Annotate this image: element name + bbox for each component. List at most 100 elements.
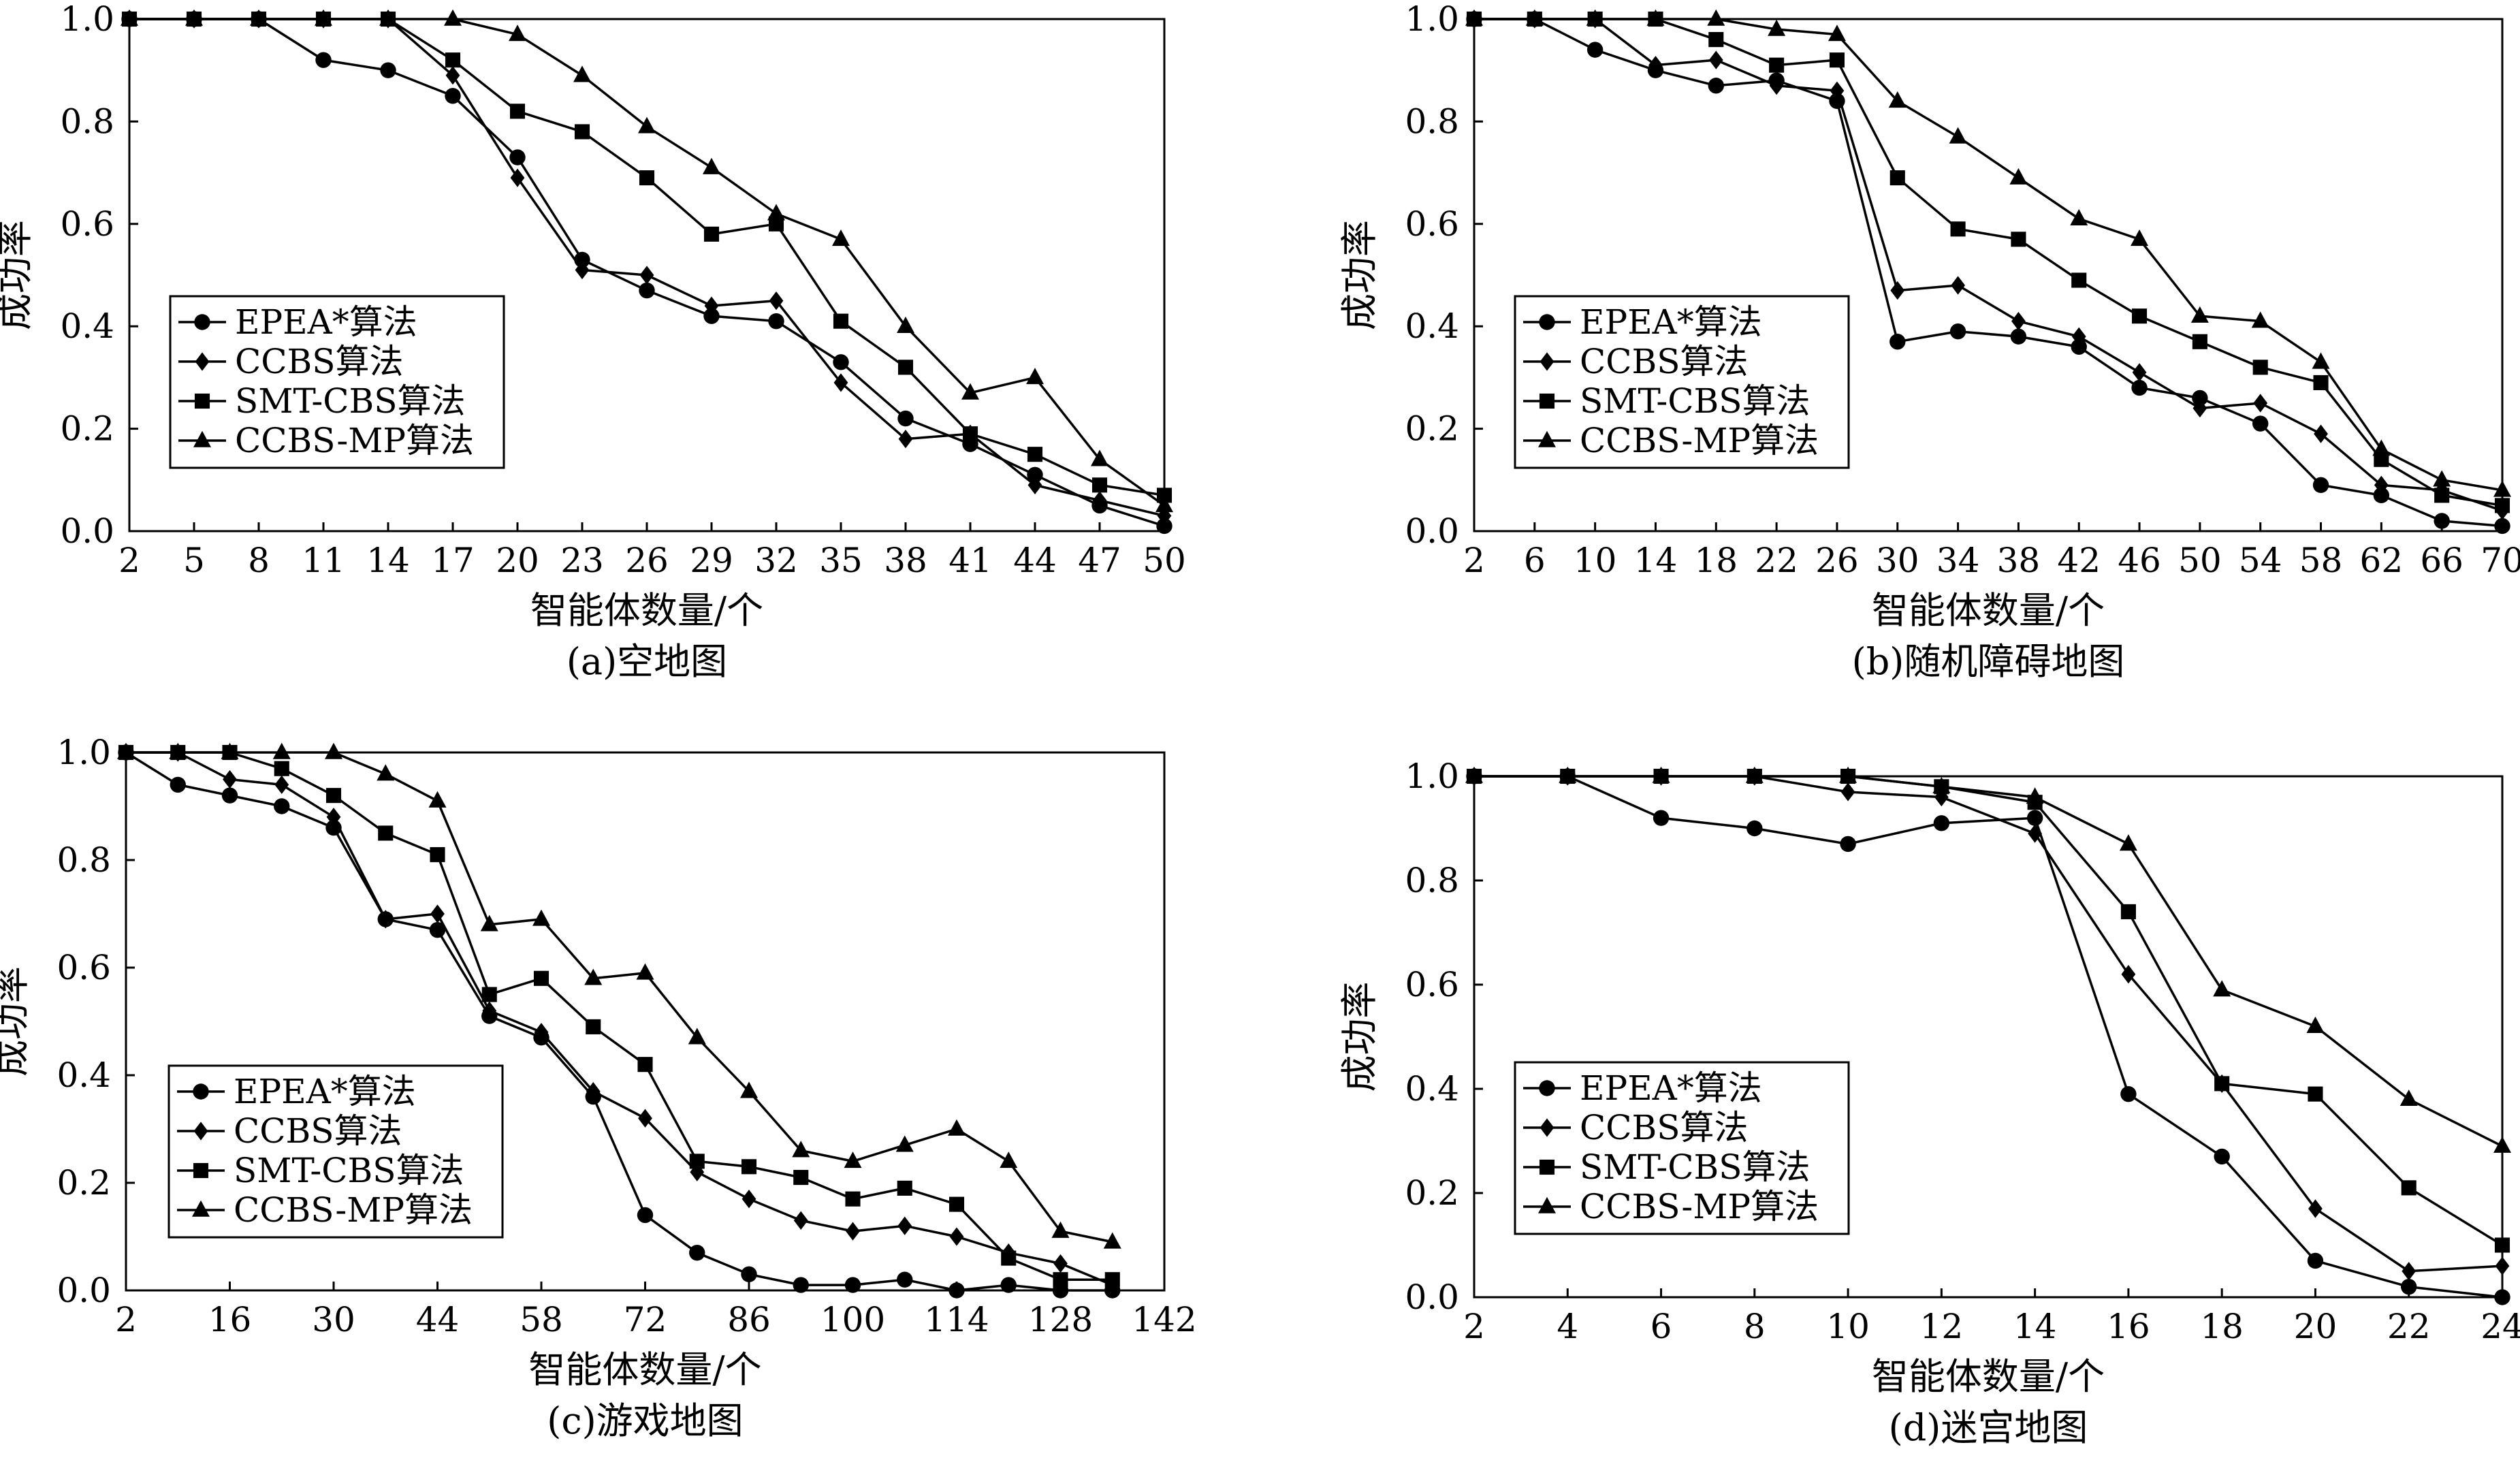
plot-frame	[1473, 775, 2504, 1299]
data-point	[1747, 820, 1763, 837]
data-point	[1769, 76, 1784, 95]
series-line	[1474, 18, 2503, 528]
legend-marker	[1539, 393, 1555, 409]
data-point	[2312, 477, 2329, 494]
x-tick-label: 22	[2387, 1307, 2431, 1346]
data-point	[2070, 208, 2088, 226]
data-point	[1156, 488, 1173, 503]
data-point	[573, 65, 591, 82]
data-point	[1932, 777, 1951, 794]
series-4	[117, 742, 1121, 1249]
x-tick-label: 2	[1463, 541, 1485, 580]
x-tick-label: 26	[625, 541, 669, 580]
data-point	[1586, 9, 1604, 26]
y-tick-label: 0.2	[1405, 1173, 1459, 1213]
legend-marker	[195, 352, 210, 371]
data-point	[574, 124, 590, 140]
data-point	[481, 987, 497, 1002]
x-tick-label: 10	[1826, 1307, 1870, 1346]
panel-caption: (d)迷宫地图	[1889, 1406, 2088, 1449]
data-point	[378, 910, 393, 929]
data-point	[482, 1001, 497, 1020]
data-point	[2028, 824, 2043, 843]
series-line	[125, 751, 1113, 1292]
data-point	[575, 260, 590, 280]
data-point	[689, 1154, 705, 1169]
x-tick-label: 100	[820, 1300, 885, 1339]
data-point	[121, 9, 138, 26]
data-point	[1525, 9, 1544, 26]
x-tick-label: 17	[431, 541, 475, 580]
x-tick-label: 44	[1013, 541, 1057, 580]
data-point	[1745, 766, 1764, 783]
data-point	[1155, 496, 1173, 513]
legend-marker	[192, 1200, 210, 1217]
data-point	[1949, 323, 1966, 340]
data-point	[637, 1057, 653, 1072]
data-point	[1889, 170, 1905, 186]
y-tick-label: 0.8	[57, 840, 111, 880]
data-point	[897, 360, 914, 375]
x-axis-title: 智能体数量/个	[528, 1348, 761, 1391]
data-point	[638, 1109, 652, 1128]
data-point	[741, 1266, 757, 1283]
series-line	[1474, 775, 2503, 1299]
series-line	[126, 751, 1113, 1286]
data-point	[430, 847, 445, 863]
data-point	[1889, 334, 1906, 350]
x-tick-label: 70	[2481, 541, 2520, 580]
data-point	[1708, 32, 1724, 48]
data-point	[2308, 1199, 2323, 1218]
legend-label: CCBS算法	[235, 342, 404, 381]
data-point	[2434, 488, 2450, 503]
data-point	[2131, 229, 2149, 247]
data-point	[315, 52, 332, 68]
data-point	[833, 373, 848, 392]
y-tick-label: 0.4	[60, 306, 114, 346]
series-4	[121, 9, 1173, 513]
data-point	[509, 25, 526, 42]
data-point	[2401, 1180, 2417, 1196]
legend-label: SMT-CBS算法	[235, 381, 466, 421]
data-point	[2493, 1136, 2511, 1153]
data-point	[250, 9, 268, 26]
data-point	[429, 922, 446, 938]
data-point	[509, 104, 526, 119]
data-point	[326, 808, 341, 827]
data-point	[2372, 439, 2391, 456]
x-tick-label: 44	[416, 1300, 460, 1339]
data-point	[639, 266, 654, 285]
y-axis-title: 成功率	[0, 220, 36, 330]
x-tick-label: 38	[1997, 541, 2041, 580]
data-point	[325, 742, 342, 759]
data-point	[444, 9, 462, 26]
x-tick-label: 12	[1920, 1307, 1964, 1346]
y-tick-label: 0.6	[60, 204, 114, 244]
legend-label: EPEA*算法	[234, 1072, 416, 1111]
series-4	[1465, 9, 2511, 497]
data-point	[1646, 9, 1665, 26]
y-tick-label: 1.0	[60, 0, 114, 39]
data-point	[741, 1159, 757, 1175]
x-tick-label: 8	[248, 541, 270, 580]
data-point	[1829, 52, 1845, 68]
data-point	[2132, 308, 2148, 324]
data-point	[1768, 19, 1786, 36]
y-tick-label: 0.0	[1405, 1277, 1459, 1317]
data-point	[2493, 480, 2511, 497]
data-point	[703, 157, 720, 174]
data-point	[1051, 1221, 1070, 1238]
y-axis-title: 成功率	[1338, 220, 1381, 330]
data-point	[2374, 475, 2389, 494]
x-tick-label: 142	[1132, 1300, 1196, 1339]
legend-marker	[194, 314, 210, 330]
data-point	[1091, 449, 1109, 466]
data-point	[2071, 338, 2087, 355]
data-point	[586, 1082, 601, 1101]
y-tick-label: 0.8	[1405, 861, 1459, 900]
x-axis-title: 智能体数量/个	[530, 589, 763, 632]
data-point	[2306, 1016, 2325, 1033]
data-point	[1559, 766, 1577, 783]
data-point	[2434, 513, 2450, 529]
data-point	[2009, 168, 2028, 185]
